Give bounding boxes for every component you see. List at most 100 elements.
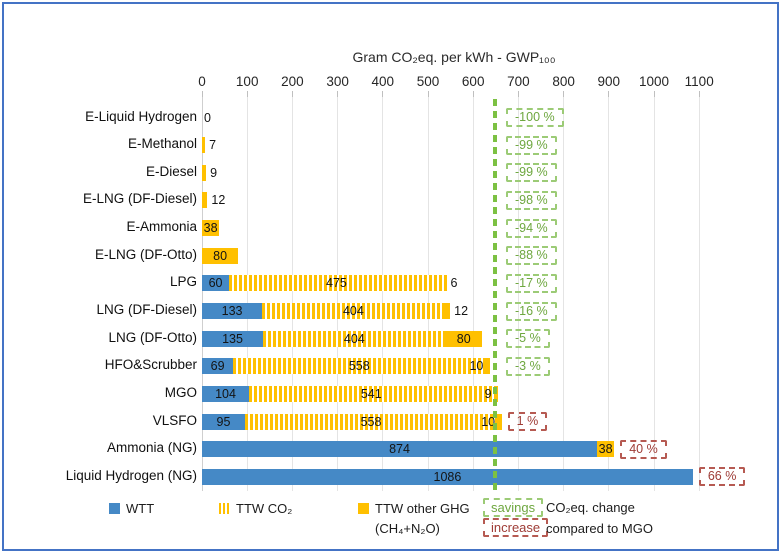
gridline-500 (427, 95, 429, 491)
ttw-other-swatch-icon (358, 503, 369, 514)
category-label: E-LNG (DF-Otto) (94, 246, 197, 262)
change-badge: 40 % (620, 439, 667, 459)
bar-segment-ttw_co2 (262, 303, 445, 320)
tick-mark-0 (201, 91, 203, 97)
change-badge: -94 % (506, 218, 557, 238)
change-badge: -17 % (506, 273, 557, 293)
category-label: E-Diesel (145, 163, 197, 179)
value-label-ttw_other: 80 (213, 248, 228, 263)
tick-mark-1100 (698, 91, 700, 97)
bar-segment-ttw_other (202, 220, 220, 237)
change-badge: -99 % (506, 135, 557, 155)
bar-segment-ttw_co2 (229, 275, 444, 292)
category-label: VLSFO (152, 412, 197, 428)
axis-tick-1000: 1000 (638, 74, 670, 89)
bar-segment-wtt (202, 330, 264, 347)
value-label-wtt: 874 (389, 442, 410, 457)
bar-segment-wtt (202, 468, 693, 485)
category-label: MGO (164, 385, 197, 400)
mgo-reference-line (493, 99, 497, 492)
bar-segment-ttw_co2 (263, 330, 446, 347)
axis-tick-300: 300 (326, 74, 349, 89)
value-label-ttw_co2: 558 (360, 414, 382, 429)
bar-segment-wtt (202, 358, 234, 375)
value-label-ttw_other: 10 (481, 414, 496, 429)
legend-note-line2: compared to MGO (546, 521, 653, 536)
value-label-ttw_other: 12 (454, 304, 469, 319)
value-label-ttw_other: 38 (203, 221, 218, 236)
change-badge: -16 % (506, 301, 557, 321)
value-label-wtt: 1086 (433, 469, 462, 484)
change-badge: -3 % (506, 356, 550, 376)
gridline-900 (608, 95, 610, 491)
change-badge: -88 % (506, 246, 557, 266)
gridline-800 (563, 95, 565, 491)
bar-segment-wtt (202, 386, 249, 402)
bar-segment-ttw_co2 (249, 386, 494, 402)
bar-segment-ttw_other (202, 164, 207, 181)
bar-segment-ttw_other (497, 413, 502, 430)
change-badge: -100 % (506, 108, 564, 127)
legend-ttw-co2-label: TTW CO₂ (236, 501, 293, 516)
value-label-wtt: 133 (221, 304, 243, 319)
legend-note-line1: CO₂eq. change (546, 500, 635, 515)
change-badge: -99 % (506, 163, 557, 183)
axis-tick-500: 500 (416, 74, 440, 89)
change-badge: 1 % (507, 412, 548, 432)
value-label-ttw_other: 9 (484, 387, 492, 401)
legend-ttw-other-label2: (CH₄+N₂O) (375, 521, 440, 536)
value-label-ttw_co2: 558 (348, 359, 370, 374)
value-label-ttw_other: 6 (450, 276, 458, 291)
gridline-100 (246, 95, 248, 491)
bar-segment-ttw_other (443, 275, 447, 292)
value-label-wtt: 69 (210, 359, 225, 374)
category-label: E-Methanol (127, 136, 197, 152)
legend-increase-box: increase (483, 518, 549, 537)
axis-tick-200: 200 (281, 74, 304, 89)
value-label-ttw_co2: 404 (343, 331, 365, 346)
ttw-co2-swatch-icon (219, 503, 230, 514)
gridline-1100 (698, 95, 700, 491)
value-label-wtt: 104 (215, 387, 236, 401)
category-label: Liquid Hydrogen (NG) (65, 467, 197, 483)
tick-mark-400 (382, 91, 384, 97)
tick-mark-600 (472, 91, 474, 97)
legend-savings-box: savings (483, 498, 544, 517)
bar-segment-ttw_other (202, 192, 208, 209)
legend-wtt-label: WTT (126, 501, 155, 516)
chart-title: Gram CO₂eq. per kWh - GWP₁₀₀ (352, 49, 556, 65)
category-label: HFO&Scrubber (104, 357, 197, 373)
value-label-ttw_co2: 475 (326, 276, 347, 291)
legend-ttw-other-label: TTW other GHG (375, 501, 470, 516)
category-label: Ammonia (NG) (106, 440, 197, 456)
tick-mark-800 (563, 91, 565, 97)
value-label-wtt: 95 (216, 414, 231, 429)
value-label-wtt: 135 (222, 331, 243, 346)
category-label: E-Liquid Hydrogen (85, 108, 197, 124)
value-label-ttw_co2: 541 (360, 387, 382, 401)
legend-item-ttw-co2: TTW CO₂ (219, 501, 292, 516)
bar-segment-ttw_other (202, 137, 206, 154)
change-badge: -98 % (506, 190, 557, 210)
tick-mark-300 (337, 91, 339, 97)
category-label: LNG (DF-Otto) (108, 329, 197, 345)
bar-segment-wtt (202, 303, 263, 320)
value-label-ttw_other: 9 (210, 165, 218, 180)
category-label: LNG (DF-Diesel) (96, 302, 197, 318)
gridline-300 (337, 95, 339, 491)
value-label-ttw_other: 10 (469, 359, 484, 374)
legend-item-wtt: WTT (109, 501, 154, 516)
value-label-ttw_other: 7 (209, 138, 217, 153)
axis-tick-0: 0 (198, 74, 206, 89)
bar-segment-ttw_co2 (233, 358, 486, 375)
axis-tick-600: 600 (461, 74, 485, 89)
gridline-0 (201, 95, 203, 491)
value-label-ttw_other: 12 (211, 193, 226, 208)
category-label: E-Ammonia (126, 219, 197, 235)
bar-segment-ttw_co2 (244, 413, 498, 430)
bar-segment-wtt (202, 441, 598, 458)
value-label-ttw_co2: 404 (342, 304, 364, 319)
change-badge: 66 % (698, 467, 746, 487)
bar-segment-ttw_other (445, 330, 482, 347)
